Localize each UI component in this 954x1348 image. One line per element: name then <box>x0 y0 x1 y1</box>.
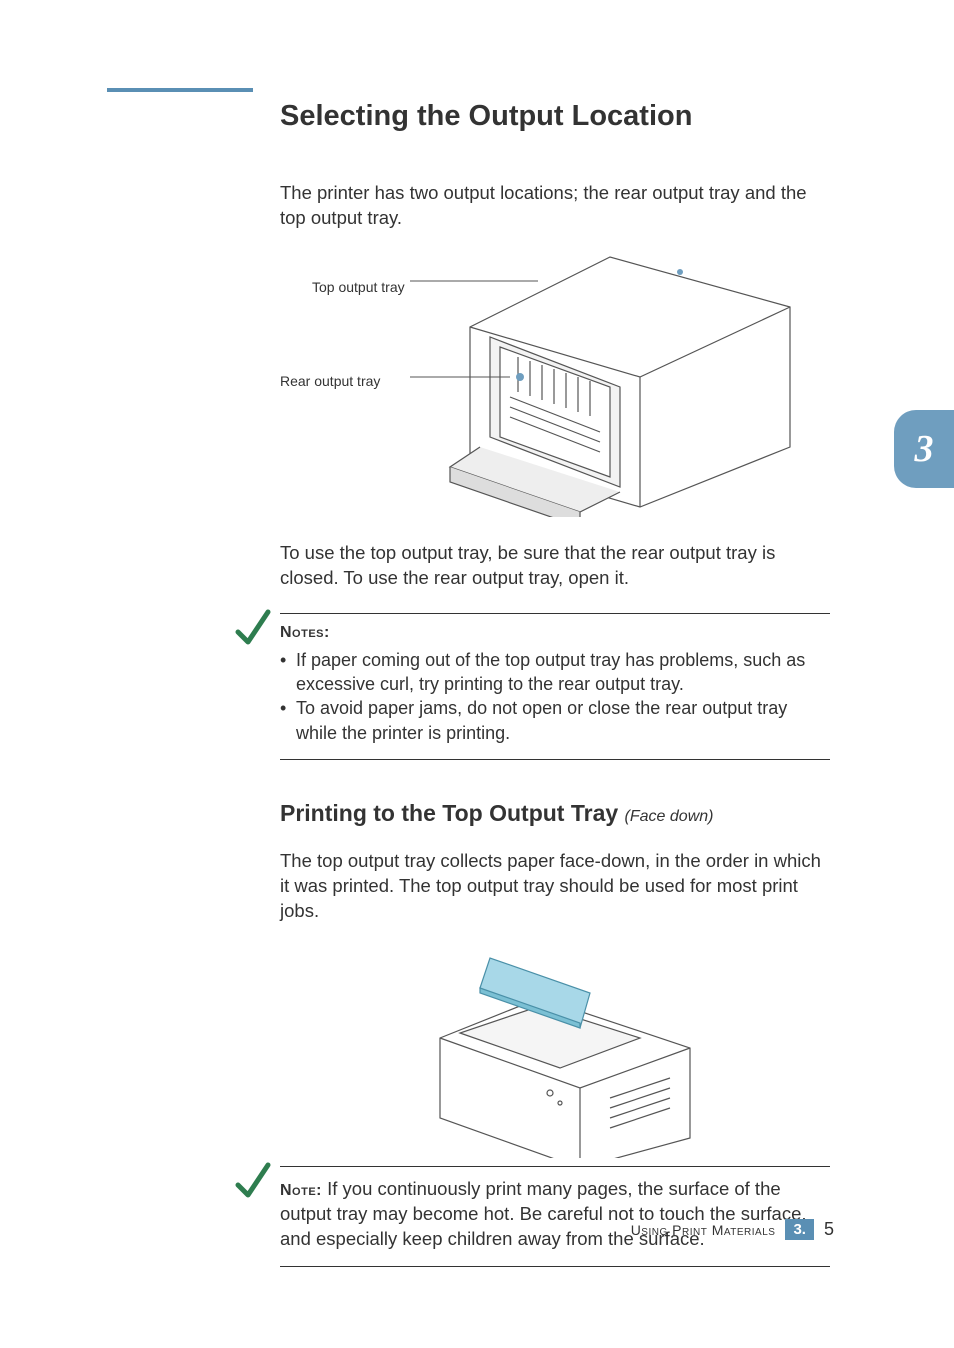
label-top-tray: Top output tray <box>312 279 405 295</box>
after-figure-paragraph: To use the top output tray, be sure that… <box>280 541 830 591</box>
footer-section: Using Print Materials <box>631 1222 776 1238</box>
figure-printer-top <box>280 938 830 1158</box>
note-item: If paper coming out of the top output tr… <box>280 648 830 697</box>
page: 3 Selecting the Output Location The prin… <box>0 0 954 1348</box>
subheading-text: Printing to the Top Output Tray <box>280 800 618 826</box>
content-column: Selecting the Output Location The printe… <box>280 100 830 1267</box>
header-rule <box>107 88 253 92</box>
notes-callout: Notes: If paper coming out of the top ou… <box>280 613 830 760</box>
figure-printer-rear: Top output tray Rear output tray <box>280 243 830 523</box>
printer-top-illustration <box>410 938 710 1158</box>
footer: Using Print Materials 3. 5 <box>631 1219 834 1240</box>
chapter-tab: 3 <box>894 410 954 488</box>
intro-paragraph: The printer has two output locations; th… <box>280 181 830 231</box>
checkmark-icon <box>234 608 272 650</box>
page-title: Selecting the Output Location <box>280 100 830 133</box>
sub-body-paragraph: The top output tray collects paper face-… <box>280 849 830 924</box>
note-2-heading: Note: <box>280 1182 322 1199</box>
notes-heading: Notes: <box>280 624 330 641</box>
note-callout-2: Note: If you continuously print many pag… <box>280 1166 830 1267</box>
subheading: Printing to the Top Output Tray (Face do… <box>280 800 830 827</box>
note-2-text: Note: If you continuously print many pag… <box>280 1177 830 1252</box>
note-item: To avoid paper jams, do not open or clos… <box>280 696 830 745</box>
footer-chapter-badge: 3. <box>785 1219 814 1240</box>
printer-rear-illustration <box>410 237 830 517</box>
label-rear-tray: Rear output tray <box>280 373 380 389</box>
notes-list: If paper coming out of the top output tr… <box>280 648 830 745</box>
checkmark-icon <box>234 1161 272 1203</box>
footer-page-number: 5 <box>824 1219 834 1240</box>
subheading-annotation: (Face down) <box>625 808 714 825</box>
chapter-number: 3 <box>915 427 934 471</box>
